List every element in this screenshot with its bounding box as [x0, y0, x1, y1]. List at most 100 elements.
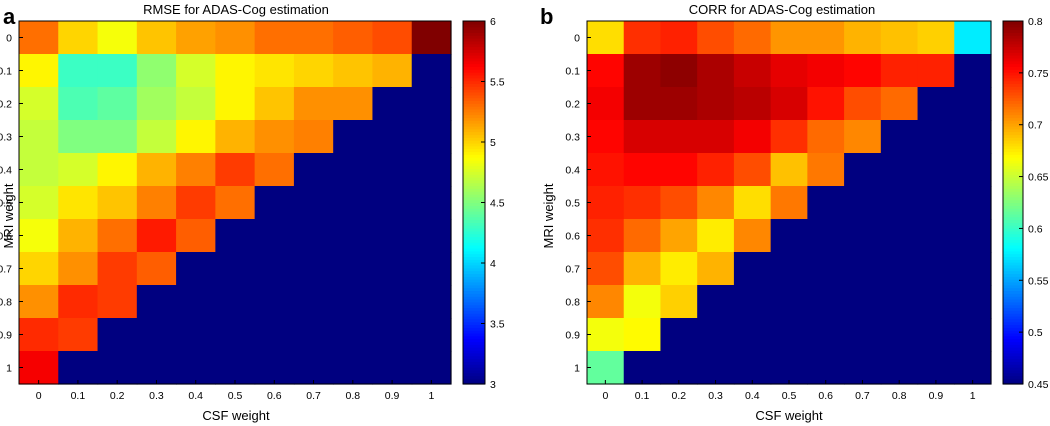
colorbar-strip — [463, 301, 485, 306]
colorbar-strip — [1003, 55, 1023, 59]
colorbar-strip — [1003, 273, 1023, 277]
colorbar-strip — [463, 52, 485, 56]
heatmap-cell-masked — [215, 219, 256, 253]
heatmap-cell-masked — [293, 318, 334, 352]
heatmap-cell-masked — [372, 285, 413, 319]
heatmap-cell — [660, 285, 698, 319]
colorbar-tick-label: 3 — [490, 379, 496, 391]
colorbar-strip — [1003, 125, 1023, 130]
colorbar-strip — [1003, 364, 1023, 368]
heatmap-cell — [176, 21, 216, 55]
heatmap-cell-masked — [697, 285, 735, 319]
colorbar-strip — [1003, 281, 1023, 286]
heatmap-cell-masked — [880, 252, 919, 286]
colorbar-strip — [463, 120, 485, 124]
colorbar-strip — [1003, 74, 1023, 79]
colorbar-strip — [1003, 32, 1023, 36]
colorbar-strip — [463, 63, 485, 67]
heatmap-cell-masked — [660, 318, 698, 352]
colorbar-strip — [463, 43, 485, 48]
heatmap-cell — [880, 87, 919, 121]
heatmap-cell — [733, 186, 772, 220]
heatmap-cell-masked — [954, 318, 992, 352]
colorbar-strip — [1003, 97, 1023, 102]
colorbar-strip — [1003, 72, 1023, 76]
colorbar-strip — [463, 366, 485, 371]
heatmap-cell-masked — [807, 318, 845, 352]
colorbar-strip — [463, 321, 485, 326]
colorbar-strip — [1003, 330, 1023, 334]
colorbar-strip — [463, 293, 485, 297]
colorbar-strip — [463, 137, 485, 141]
panel-b-letter: b — [540, 4, 553, 29]
colorbar-strip — [463, 83, 485, 87]
colorbar-strip — [463, 26, 485, 31]
colorbar-strip — [1003, 230, 1023, 235]
colorbar-strip — [463, 111, 485, 116]
colorbar-strip — [1003, 205, 1023, 209]
heatmap-cell — [623, 87, 662, 121]
colorbar-strip — [1003, 284, 1023, 289]
y-tick-label: 0.3 — [0, 132, 12, 144]
colorbar-strip — [1003, 270, 1023, 274]
y-tick-label: 0.1 — [0, 66, 12, 78]
colorbar-strip — [1003, 94, 1023, 99]
heatmap-cell-masked — [136, 318, 177, 352]
colorbar-strip — [1003, 162, 1023, 167]
heatmap-cell-masked — [333, 153, 374, 187]
colorbar-strip — [1003, 191, 1023, 195]
heatmap-cell — [333, 21, 374, 55]
colorbar-strip — [1003, 250, 1023, 255]
heatmap-cell — [333, 87, 374, 121]
colorbar-tick-label: 0.5 — [1028, 327, 1043, 339]
heatmap-cell — [660, 252, 698, 286]
heatmap-cell-masked — [733, 252, 772, 286]
colorbar-strip — [1003, 193, 1023, 198]
colorbar-strip — [1003, 313, 1023, 317]
colorbar-strip — [1003, 318, 1023, 323]
colorbar-strip — [1003, 185, 1023, 189]
heatmap-cell — [254, 87, 295, 121]
colorbar-strip — [463, 381, 485, 385]
colorbar-strip — [463, 21, 485, 25]
colorbar-strip — [463, 273, 485, 277]
colorbar-strip — [1003, 26, 1023, 31]
heatmap-cell — [733, 87, 772, 121]
colorbar-strip — [1003, 327, 1023, 331]
colorbar-strip — [1003, 120, 1023, 124]
heatmap-cell — [770, 87, 808, 121]
heatmap-cell — [254, 54, 295, 88]
heatmap-cell — [917, 21, 955, 55]
heatmap-cell-masked — [697, 318, 735, 352]
colorbar-strip — [1003, 176, 1023, 181]
colorbar-strip — [1003, 63, 1023, 67]
heatmap-cell-masked — [733, 351, 772, 385]
colorbar-strip — [1003, 60, 1023, 65]
colorbar-strip — [1003, 267, 1023, 272]
heatmap-cell — [215, 153, 256, 187]
heatmap-cell — [19, 318, 59, 352]
colorbar-strip — [1003, 108, 1023, 113]
heatmap-cell-masked — [880, 186, 919, 220]
colorbar-strip — [1003, 145, 1023, 150]
colorbar-strip — [1003, 89, 1023, 93]
y-tick-label: 0 — [6, 33, 12, 45]
heatmap-cell-masked — [254, 252, 295, 286]
x-tick-label: 0.1 — [71, 390, 86, 402]
heatmap-cell-masked — [954, 54, 992, 88]
heatmap-cell — [293, 21, 334, 55]
colorbar-strip — [1003, 381, 1023, 385]
colorbar-strip — [1003, 131, 1023, 136]
heatmap-cell-masked — [254, 318, 295, 352]
heatmap-cell-masked — [254, 219, 295, 253]
heatmap-cell-masked — [844, 351, 882, 385]
colorbar-strip — [1003, 202, 1023, 206]
panel-b-colorbar-ticks: 0.45 0.5 0.55 0.6 0.65 0.7 0.75 0.8 — [1019, 16, 1049, 391]
colorbar-strip — [1003, 86, 1023, 90]
colorbar-strip — [463, 103, 485, 107]
colorbar-strip — [463, 304, 485, 309]
colorbar-strip — [1003, 182, 1023, 187]
heatmap-cell-masked — [660, 351, 698, 385]
heatmap-cell-masked — [333, 318, 374, 352]
heatmap-cell-masked — [917, 153, 955, 187]
